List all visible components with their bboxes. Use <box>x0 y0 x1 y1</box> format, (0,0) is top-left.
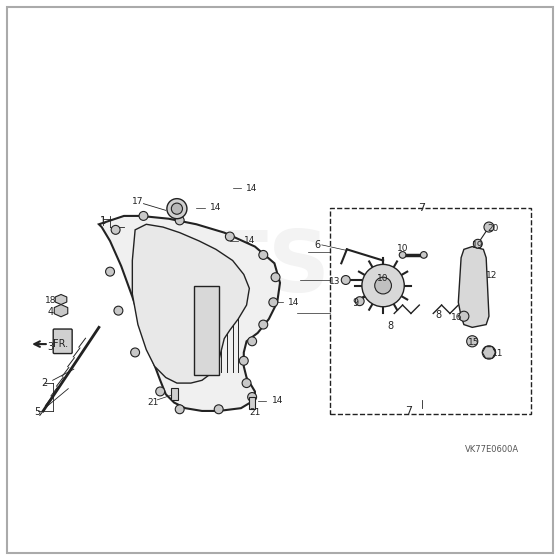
Text: 8: 8 <box>436 310 442 320</box>
Text: 7: 7 <box>404 406 412 416</box>
Circle shape <box>111 225 120 234</box>
Circle shape <box>239 356 248 365</box>
Text: 14: 14 <box>272 396 283 405</box>
Circle shape <box>484 222 494 232</box>
Polygon shape <box>132 224 249 383</box>
Text: 16: 16 <box>451 314 463 323</box>
Circle shape <box>341 276 350 284</box>
Circle shape <box>130 348 139 357</box>
Polygon shape <box>55 295 67 305</box>
Circle shape <box>459 311 469 321</box>
Text: 2: 2 <box>42 378 48 388</box>
Circle shape <box>248 337 256 346</box>
Text: 10: 10 <box>397 244 408 253</box>
Circle shape <box>139 212 148 221</box>
Circle shape <box>466 336 478 347</box>
Bar <box>171 388 178 400</box>
Text: FR.: FR. <box>53 339 68 349</box>
Circle shape <box>259 250 268 259</box>
Text: 12: 12 <box>486 271 497 280</box>
Polygon shape <box>54 305 68 317</box>
Polygon shape <box>482 347 496 358</box>
Circle shape <box>175 216 184 225</box>
Text: 21: 21 <box>249 408 260 417</box>
Polygon shape <box>458 246 489 328</box>
Bar <box>249 397 255 409</box>
Bar <box>330 208 531 414</box>
Circle shape <box>421 251 427 258</box>
Text: 9: 9 <box>352 298 358 309</box>
FancyBboxPatch shape <box>53 329 72 353</box>
Circle shape <box>167 199 187 219</box>
Circle shape <box>375 277 391 294</box>
Circle shape <box>225 232 234 241</box>
Text: 13: 13 <box>329 277 340 286</box>
Circle shape <box>355 297 364 306</box>
Text: 14: 14 <box>210 203 222 212</box>
Circle shape <box>214 405 223 414</box>
Polygon shape <box>99 216 280 411</box>
Text: 18: 18 <box>45 296 56 305</box>
Text: 4: 4 <box>48 307 54 318</box>
Circle shape <box>106 267 114 276</box>
Text: 8: 8 <box>388 321 393 332</box>
Circle shape <box>248 393 256 402</box>
Circle shape <box>175 405 184 414</box>
Text: 20: 20 <box>487 223 498 232</box>
Text: 3: 3 <box>48 342 54 352</box>
Text: 5: 5 <box>35 407 41 417</box>
Text: GTS: GTS <box>141 227 330 310</box>
Circle shape <box>259 320 268 329</box>
Text: 14: 14 <box>244 236 255 245</box>
Text: 11: 11 <box>492 349 503 358</box>
Text: 17: 17 <box>132 198 144 207</box>
Text: VK77E0600A: VK77E0600A <box>465 445 519 455</box>
Circle shape <box>114 306 123 315</box>
Circle shape <box>362 264 404 307</box>
Text: 6: 6 <box>315 240 321 250</box>
Text: 14: 14 <box>246 184 258 193</box>
Text: 15: 15 <box>468 338 480 347</box>
Circle shape <box>269 298 278 307</box>
Circle shape <box>473 239 482 248</box>
Circle shape <box>399 251 406 258</box>
Circle shape <box>482 346 496 359</box>
Circle shape <box>171 203 183 214</box>
Text: 14: 14 <box>288 298 300 307</box>
Circle shape <box>271 273 280 282</box>
Text: 7: 7 <box>418 203 426 213</box>
Bar <box>194 286 219 375</box>
Text: 19: 19 <box>472 241 484 250</box>
Circle shape <box>156 387 165 396</box>
Circle shape <box>242 379 251 388</box>
Text: 21: 21 <box>147 398 158 407</box>
Text: 10: 10 <box>377 274 389 283</box>
Text: 1: 1 <box>100 217 106 226</box>
